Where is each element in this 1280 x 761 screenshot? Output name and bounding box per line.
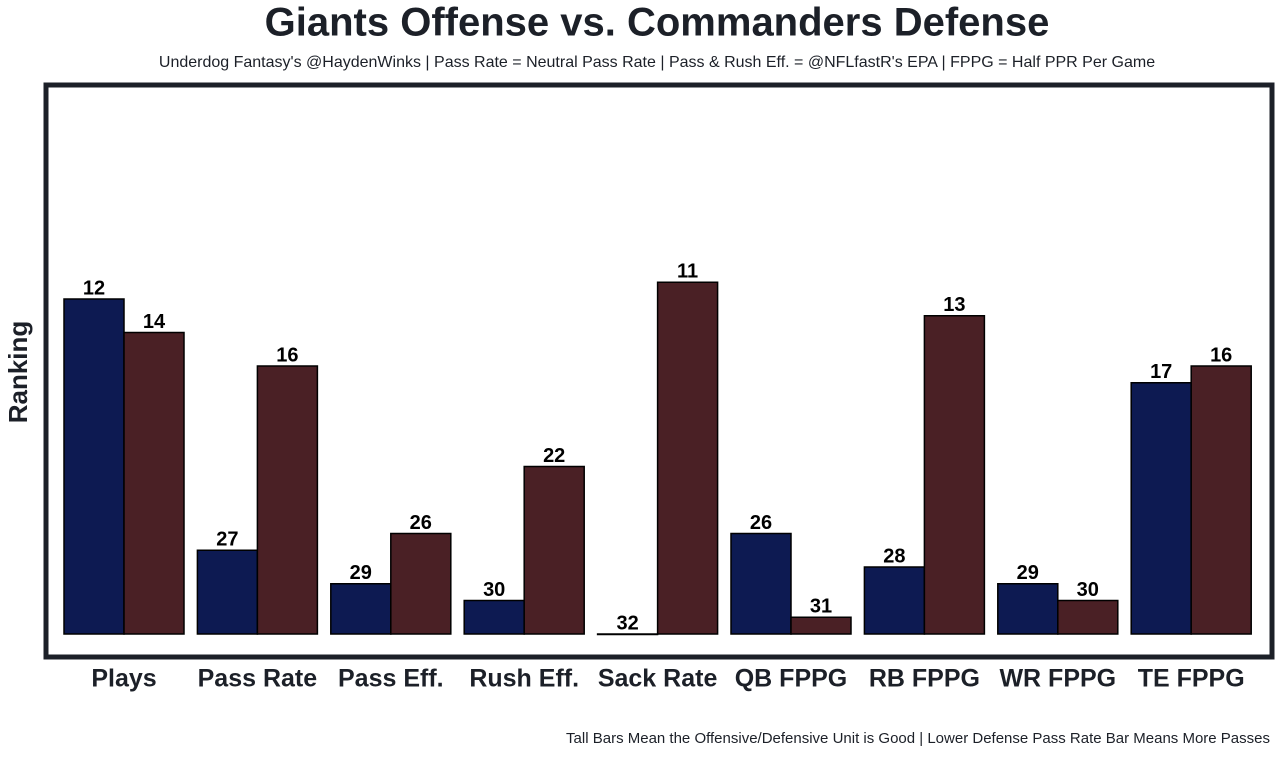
bar [196, 549, 259, 635]
chart-title: Giants Offense vs. Commanders Defense [265, 1, 1050, 45]
bar [863, 566, 926, 635]
bar [63, 298, 125, 635]
x-tick-label: Pass Rate [198, 665, 318, 693]
value-label: 16 [1210, 344, 1232, 366]
bar [523, 465, 585, 635]
value-label: 14 [143, 311, 166, 333]
value-label: 16 [276, 344, 298, 366]
value-label: 30 [1077, 579, 1099, 601]
x-tick-label: TE FPPG [1138, 665, 1245, 693]
bar [1190, 365, 1252, 635]
x-tick-label: RB FPPG [869, 665, 980, 693]
plot-frame [43, 82, 1275, 660]
value-label: 26 [750, 512, 772, 534]
value-label: 27 [216, 529, 238, 551]
value-label: 26 [410, 512, 432, 534]
value-label: 31 [810, 596, 832, 618]
bar [1130, 382, 1192, 635]
chart-subtitle: Underdog Fantasy's @HaydenWinks | Pass R… [159, 54, 1155, 71]
x-tick-label: Plays [91, 665, 156, 693]
bar [1057, 599, 1119, 635]
footnote: Tall Bars Mean the Offensive/Defensive U… [566, 730, 1270, 747]
bar [463, 599, 525, 635]
bar [330, 583, 392, 635]
bar [656, 281, 719, 635]
value-label: 12 [83, 277, 105, 299]
value-label: 29 [1017, 562, 1039, 584]
bar [790, 616, 852, 635]
value-label: 11 [677, 261, 698, 283]
x-tick-label: Pass Eff. [338, 665, 444, 693]
x-tick-label: QB FPPG [735, 665, 848, 693]
value-label: 32 [616, 612, 638, 634]
value-label: 28 [883, 545, 905, 567]
bar [997, 583, 1059, 635]
x-tick-label: Sack Rate [598, 665, 718, 693]
x-tick-label: WR FPPG [999, 665, 1116, 693]
value-label: 30 [483, 579, 505, 601]
value-label: 22 [543, 445, 565, 467]
value-label: 17 [1150, 361, 1172, 383]
bar [730, 532, 792, 635]
value-label: 29 [350, 562, 372, 584]
x-tick-label: Rush Eff. [469, 665, 579, 693]
value-label: 13 [943, 294, 965, 316]
bar [390, 532, 452, 635]
bar [123, 331, 185, 635]
bar [256, 365, 319, 635]
bar [923, 315, 986, 635]
y-axis-label: Ranking [3, 321, 33, 424]
